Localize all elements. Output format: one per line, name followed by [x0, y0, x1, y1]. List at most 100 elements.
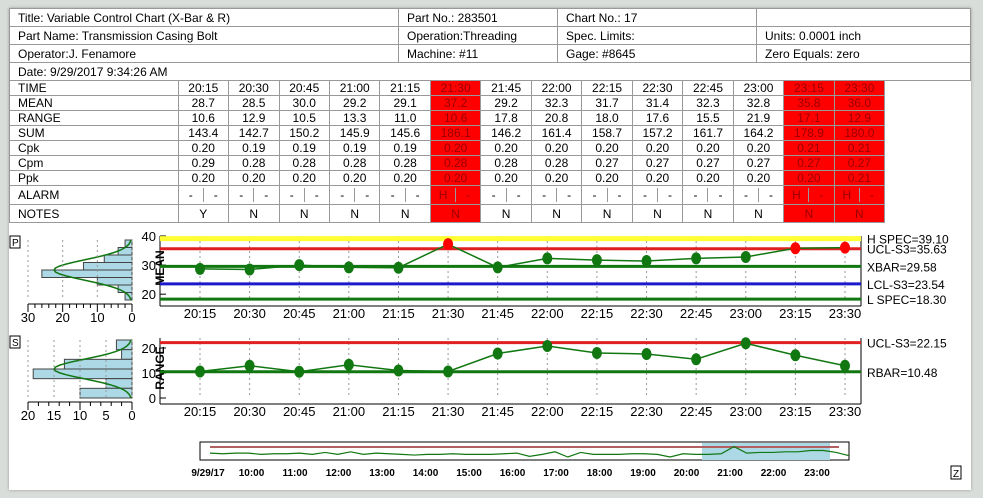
x-tick-label: 21:45 — [481, 306, 514, 321]
cell-range: 20.8 — [530, 110, 583, 126]
overview-time-label: 19:00 — [630, 468, 656, 479]
zoom-button-label: Z — [953, 469, 959, 480]
overview-time-label: 20:00 — [674, 468, 700, 479]
histogram-bar — [32, 368, 133, 380]
alarm-flag: - — [693, 188, 698, 202]
cell-ppk: 0.20 — [177, 170, 230, 186]
data-point — [691, 353, 702, 366]
cell-ppk: 0.21 — [833, 170, 886, 186]
alarm-flag: - — [239, 188, 244, 202]
cell-range: 10.6 — [177, 110, 230, 126]
cell-sum: 142.7 — [228, 125, 280, 141]
x-tick-label: 20:15 — [184, 306, 217, 321]
histogram-bar — [79, 387, 133, 399]
cell-time: 23:30 — [833, 80, 886, 96]
cell-mean: 37.2 — [429, 95, 482, 111]
x-tick-label: 21:45 — [481, 404, 514, 419]
x-tick-label: 20:30 — [233, 306, 266, 321]
overview-time-label: 9/29/17 — [191, 468, 225, 479]
histogram-bar — [117, 247, 133, 256]
table-row-sum: SUM 143.4 142.7 150.2 145.9 145.6 186.1 146.2 16… — [9, 125, 971, 141]
x-tick-label: 23:15 — [779, 306, 812, 321]
overview-time-label: 13:00 — [369, 468, 395, 479]
alarm-flag: - — [592, 188, 597, 202]
blank-cell — [884, 80, 971, 96]
cell-time: 21:45 — [480, 80, 532, 96]
chart-marker-box — [9, 335, 21, 349]
cell-ppk: 0.20 — [682, 170, 734, 186]
cell-cpk: 0.21 — [833, 140, 886, 156]
cell-cpk: 0.20 — [429, 140, 482, 156]
alarm-flag: - — [340, 188, 345, 202]
x-tick-label: 21:15 — [382, 306, 415, 321]
cell-cpm: 0.28 — [530, 155, 583, 171]
data-point — [641, 348, 652, 360]
data-point — [492, 261, 503, 274]
x-tick-label: 23:00 — [729, 306, 762, 321]
limit-label: UCL-S3=35.63 — [867, 243, 947, 257]
data-point — [740, 250, 751, 263]
data-point — [244, 263, 255, 276]
y-tick-label: 40 — [142, 229, 156, 244]
histogram-bar — [105, 378, 133, 389]
cell-range: 11.0 — [379, 110, 431, 126]
table-row-cpm: Cpm 0.29 0.28 0.28 0.28 0.28 0.28 0.28 0.28 0.27 0… — [9, 155, 971, 171]
data-point — [740, 337, 751, 350]
data-point — [393, 261, 404, 274]
zoom-button[interactable] — [950, 465, 962, 480]
x-tick-label: 22:00 — [531, 306, 564, 321]
alarm-flag: - — [289, 188, 294, 202]
x-tick-label: 20:45 — [283, 404, 316, 419]
alarm-flag: H — [842, 188, 852, 202]
operation: Operation:Threading — [398, 26, 558, 45]
histogram-tick-label: 0 — [128, 408, 135, 423]
x-tick-label: 20:45 — [283, 306, 316, 321]
overview-time-label: 23:00 — [804, 468, 830, 479]
alarm-flag: - — [707, 188, 732, 202]
overview-time-label: 11:00 — [282, 468, 307, 479]
alarm-flag: - — [858, 188, 884, 202]
x-tick-label: 22:45 — [680, 306, 713, 321]
alarm-flag: - — [303, 188, 329, 202]
y-tick-label: 20 — [142, 341, 156, 356]
overview-selection — [702, 443, 830, 460]
cell-notes: N — [429, 204, 482, 223]
cell-time: 22:45 — [682, 80, 734, 96]
histogram-bar — [103, 254, 133, 263]
alarm-flag: - — [808, 188, 833, 202]
data-point — [591, 347, 602, 359]
data-point — [591, 254, 602, 267]
data-point — [343, 358, 354, 371]
x-tick-label: 23:30 — [829, 306, 862, 321]
cell-range: 17.1 — [783, 110, 835, 126]
cell-mean: 29.1 — [379, 95, 431, 111]
cell-cpm: 0.29 — [177, 155, 230, 171]
cell-notes: N — [833, 204, 886, 223]
cell-sum: 158.7 — [581, 125, 633, 141]
cell-range: 21.9 — [732, 110, 785, 126]
overview-time-label: 18:00 — [587, 468, 613, 479]
cell-range: 18.0 — [581, 110, 633, 126]
cell-cpm: 0.27 — [783, 155, 835, 171]
histogram-tick-label: 20 — [21, 408, 35, 423]
chart-marker: S — [12, 338, 19, 349]
cell-cpm: 0.27 — [833, 155, 886, 171]
blank-cell — [884, 140, 971, 156]
alarm-flag: - — [253, 188, 278, 202]
alarm-flag: - — [556, 188, 581, 202]
data-point — [195, 262, 205, 275]
cell-mean: 31.4 — [631, 95, 684, 111]
cell-sum: 145.9 — [328, 125, 381, 141]
x-tick-label: 20:30 — [233, 404, 266, 419]
cell-range: 15.5 — [682, 110, 734, 126]
alarm-flag: - — [606, 188, 632, 202]
data-line — [199, 342, 846, 373]
x-tick-label: 21:00 — [333, 404, 366, 419]
chart-header: Title: Variable Control Chart (X-Bar & R… — [9, 8, 971, 81]
limit-label: RBAR=10.48 — [867, 366, 938, 380]
out-of-control-point — [443, 238, 454, 251]
data-point — [641, 255, 652, 268]
data-point — [244, 359, 255, 372]
x-tick-label: 22:15 — [581, 306, 614, 321]
cell-time: 22:00 — [530, 80, 583, 96]
